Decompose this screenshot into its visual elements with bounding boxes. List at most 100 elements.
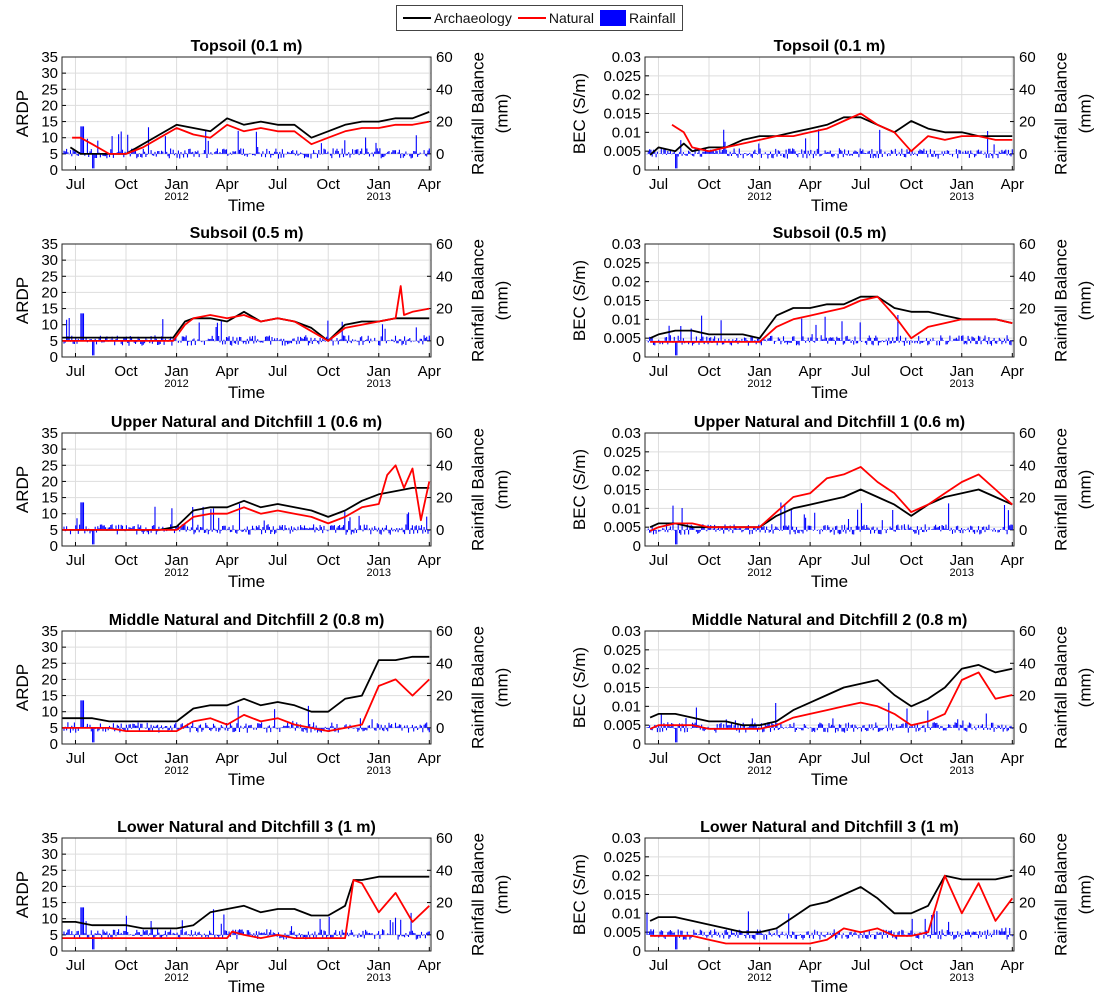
series-natural: [650, 295, 1013, 343]
y2-tick-label: 40: [436, 457, 453, 474]
y2-axis-label: Rainfall Balance (mm): [1052, 428, 1095, 551]
x-tick-label: Jan: [164, 363, 188, 380]
x-tick-label: Jul: [851, 176, 870, 193]
y-axis-label: BEC (S/m): [570, 854, 589, 935]
y-tick-label: 25: [41, 81, 58, 98]
y2-axis-label: Rainfall Balance (mm): [1052, 52, 1095, 175]
y-tick-label: 35: [41, 49, 58, 66]
y2-tick-label: 60: [436, 425, 453, 442]
x-tick-year: 2012: [164, 567, 188, 579]
y-tick-label: 15: [41, 895, 58, 912]
y-tick-label: 15: [41, 301, 58, 318]
x-tick-label: Jan: [747, 363, 771, 380]
y-axis-label: BEC (S/m): [570, 73, 589, 154]
y2-tick-label: 20: [436, 688, 453, 705]
y-tick-label: 0.02: [612, 274, 641, 291]
y-tick-label: 35: [41, 425, 58, 442]
x-tick-label: Jul: [851, 363, 870, 380]
y-tick-label: 5: [50, 522, 58, 539]
y2-axis-label-line: Rainfall Balance: [1052, 52, 1071, 175]
y2-tick-label: 60: [436, 830, 453, 847]
x-tick-year: 2012: [164, 378, 188, 390]
y-tick-label: 10: [41, 506, 58, 523]
y-axis-label: ARDP: [13, 277, 32, 324]
y2-axis-label: Rainfall Balance (mm): [1052, 626, 1095, 749]
axes-frame: [644, 56, 1015, 171]
x-tick-year: 2013: [367, 191, 391, 203]
y-tick-label: 0: [633, 943, 641, 960]
x-tick-year: 2013: [367, 972, 391, 984]
x-tick-label: Jul: [268, 750, 287, 767]
y2-tick-label: 40: [1019, 81, 1036, 98]
x-tick-label: Apr: [798, 363, 821, 380]
x-tick-year: 2013: [367, 378, 391, 390]
x-tick-label: Oct: [697, 552, 721, 569]
y-tick-label: 15: [41, 688, 58, 705]
chart-title: Lower Natural and Ditchfill 3 (1 m): [117, 819, 376, 836]
y2-axis-label-line: Rainfall Balance: [469, 626, 488, 749]
y-tick-label: 0.005: [603, 143, 641, 160]
x-tick-label: Apr: [798, 957, 821, 974]
x-tick-label: Oct: [697, 363, 721, 380]
y-tick-label: 25: [41, 457, 58, 474]
x-tick-label: Jul: [66, 750, 85, 767]
x-tick-label: Apr: [1001, 957, 1024, 974]
y2-tick-label: 20: [436, 114, 453, 131]
y-tick-label: 20: [41, 284, 58, 301]
axes-frame: [644, 243, 1015, 358]
y2-tick-label: 0: [1019, 927, 1027, 944]
y2-tick-label: 40: [436, 268, 453, 285]
series-archaeology: [649, 295, 1013, 340]
axes-frame: [644, 837, 1015, 952]
x-tick-label: Jul: [851, 552, 870, 569]
legend-item: Natural: [517, 10, 594, 26]
x-tick-label: Apr: [1001, 750, 1024, 767]
x-tick-label: Apr: [215, 750, 238, 767]
y-tick-label: 20: [41, 97, 58, 114]
x-tick-label: Oct: [900, 363, 924, 380]
y-tick-label: 0.015: [603, 482, 641, 499]
y-tick-label: 10: [41, 130, 58, 147]
y-tick-label: 0.005: [603, 519, 641, 536]
x-tick-label: Oct: [317, 957, 341, 974]
chart-panel: Upper Natural and Ditchfill 1 (0.6 m) Jul…: [13, 414, 511, 591]
y2-axis-label-line: (mm): [492, 281, 511, 321]
x-tick-label: Jan: [164, 552, 188, 569]
y2-tick-label: 0: [1019, 146, 1027, 163]
y-tick-label: 0.025: [603, 849, 641, 866]
x-tick-label: Jan: [367, 176, 391, 193]
y-tick-label: 10: [41, 704, 58, 721]
chart-title: Subsoil (0.5 m): [190, 225, 304, 242]
y-axis-label: ARDP: [13, 871, 32, 918]
y2-tick-label: 40: [436, 862, 453, 879]
axes-frame: [644, 630, 1015, 745]
rainfall-bars: [646, 911, 1013, 950]
series-archaeology: [649, 488, 1013, 529]
x-axis-label: Time: [811, 770, 848, 789]
y-tick-label: 15: [41, 490, 58, 507]
y-tick-label: 0.01: [612, 124, 641, 141]
x-tick-label: Jul: [268, 552, 287, 569]
x-tick-label: Oct: [317, 552, 341, 569]
x-axis-label: Time: [228, 770, 265, 789]
y-tick-label: 0.02: [612, 87, 641, 104]
y2-tick-label: 40: [1019, 457, 1036, 474]
x-tick-label: Apr: [215, 957, 238, 974]
x-tick-year: 2013: [367, 567, 391, 579]
x-tick-label: Jul: [649, 957, 668, 974]
x-axis-label: Time: [228, 977, 265, 996]
y2-axis-label-line: (mm): [492, 470, 511, 510]
series-natural: [72, 120, 430, 155]
series-archaeology: [62, 486, 430, 531]
y-tick-label: 0.015: [603, 293, 641, 310]
y-tick-label: 25: [41, 268, 58, 285]
x-tick-year: 2013: [950, 191, 974, 203]
y-tick-label: 0.015: [603, 680, 641, 697]
legend-item: Rainfall: [599, 10, 676, 26]
x-tick-year: 2013: [950, 765, 974, 777]
y2-tick-label: 0: [1019, 333, 1027, 350]
x-tick-year: 2012: [747, 378, 771, 390]
series-natural: [62, 285, 430, 342]
